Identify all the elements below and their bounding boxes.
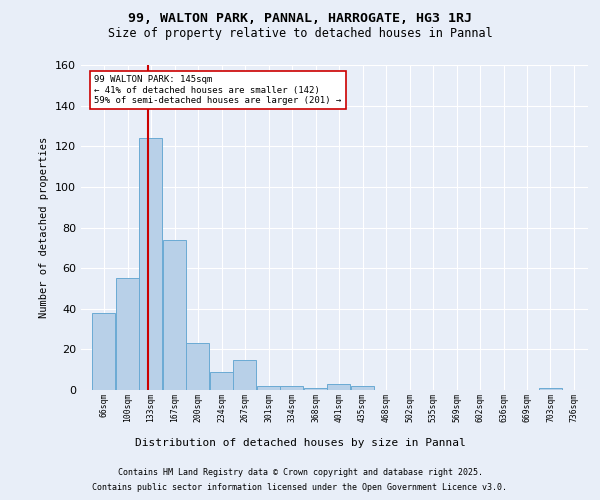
Text: Distribution of detached houses by size in Pannal: Distribution of detached houses by size … — [134, 438, 466, 448]
Bar — [539, 388, 562, 390]
Text: Size of property relative to detached houses in Pannal: Size of property relative to detached ho… — [107, 28, 493, 40]
Bar — [116, 278, 139, 390]
Bar — [233, 360, 256, 390]
Bar — [139, 138, 162, 390]
Bar — [351, 386, 374, 390]
Bar — [280, 386, 303, 390]
Text: Contains public sector information licensed under the Open Government Licence v3: Contains public sector information licen… — [92, 483, 508, 492]
Bar — [328, 384, 350, 390]
Bar — [257, 386, 280, 390]
Text: 99 WALTON PARK: 145sqm
← 41% of detached houses are smaller (142)
59% of semi-de: 99 WALTON PARK: 145sqm ← 41% of detached… — [94, 75, 341, 105]
Bar — [163, 240, 186, 390]
Bar — [92, 313, 115, 390]
Bar — [210, 372, 233, 390]
Y-axis label: Number of detached properties: Number of detached properties — [40, 137, 49, 318]
Bar — [187, 344, 209, 390]
Text: Contains HM Land Registry data © Crown copyright and database right 2025.: Contains HM Land Registry data © Crown c… — [118, 468, 482, 477]
Bar — [304, 388, 327, 390]
Text: 99, WALTON PARK, PANNAL, HARROGATE, HG3 1RJ: 99, WALTON PARK, PANNAL, HARROGATE, HG3 … — [128, 12, 472, 26]
